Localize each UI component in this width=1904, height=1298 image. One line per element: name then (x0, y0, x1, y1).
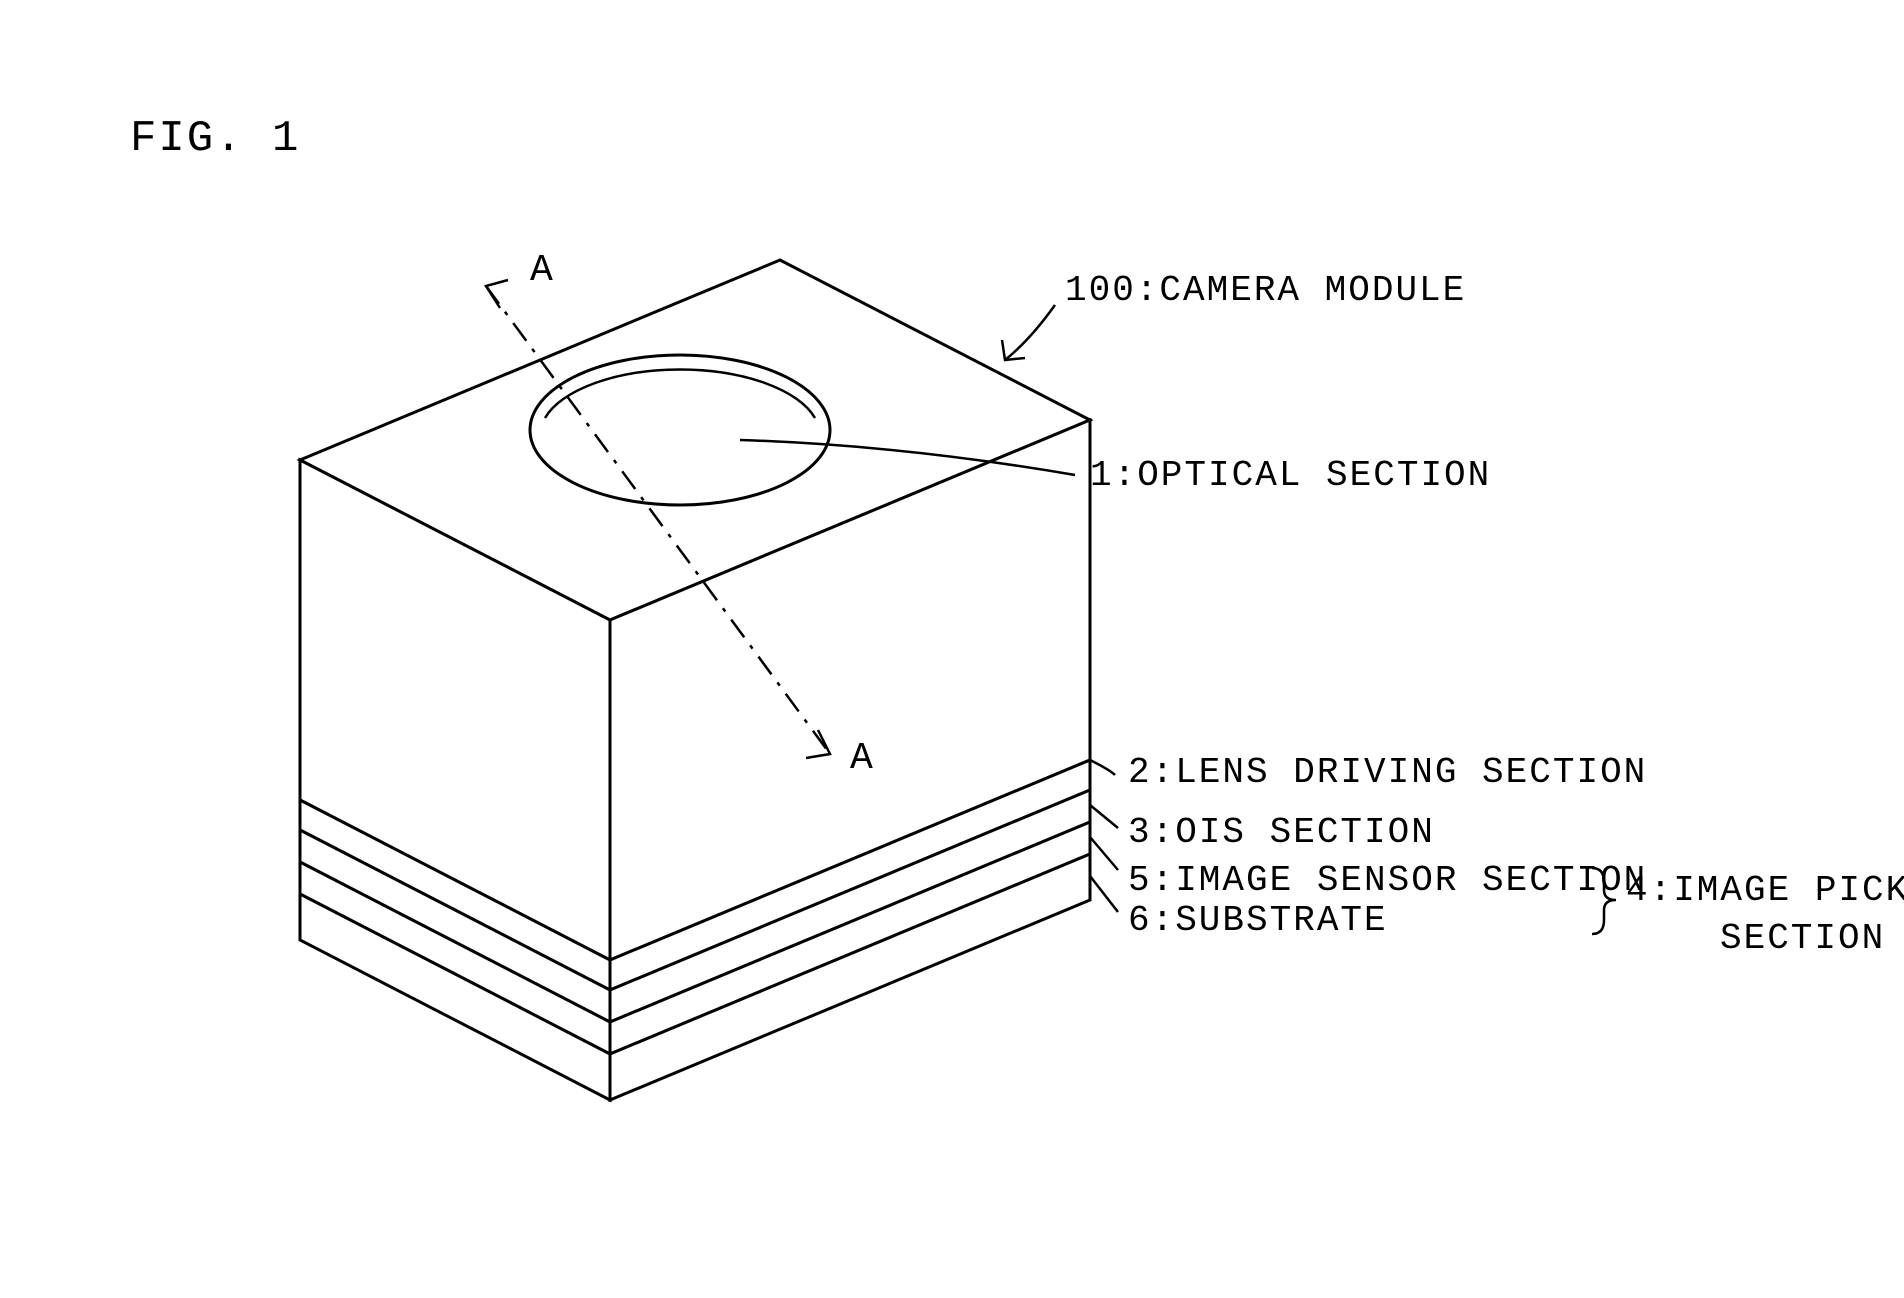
figure-title: FIG. 1 (130, 114, 300, 164)
image-pickup-label-2: SECTION (1720, 918, 1885, 959)
lens-driving-label: 2:LENS DRIVING SECTION (1128, 752, 1647, 793)
substrate-label: 6:SUBSTRATE (1128, 900, 1388, 941)
section-letter-top: A (530, 249, 555, 292)
image-pickup-label: 4:IMAGE PICKUP (1626, 870, 1904, 911)
sensor-leader (1090, 837, 1118, 870)
module-leader (1005, 305, 1055, 360)
module-leader-arrow (1002, 340, 1025, 360)
camera-module-diagram: FIG. 1 A A 100:CAMERA MODULE 1:OPTICAL S… (0, 0, 1904, 1298)
section-letter-bottom: A (850, 737, 875, 780)
section-arrow-top (486, 280, 508, 308)
ois-label: 3:OIS SECTION (1128, 812, 1435, 853)
substrate-leader (1090, 876, 1118, 912)
ois-leader (1090, 805, 1118, 828)
sensor-label: 5:IMAGE SENSOR SECTION (1128, 860, 1647, 901)
module-label: 100:CAMERA MODULE (1065, 270, 1466, 311)
optical-label: 1:OPTICAL SECTION (1090, 455, 1491, 496)
lens-opening-outer (530, 355, 830, 505)
lens-driving-leader (1090, 760, 1115, 775)
